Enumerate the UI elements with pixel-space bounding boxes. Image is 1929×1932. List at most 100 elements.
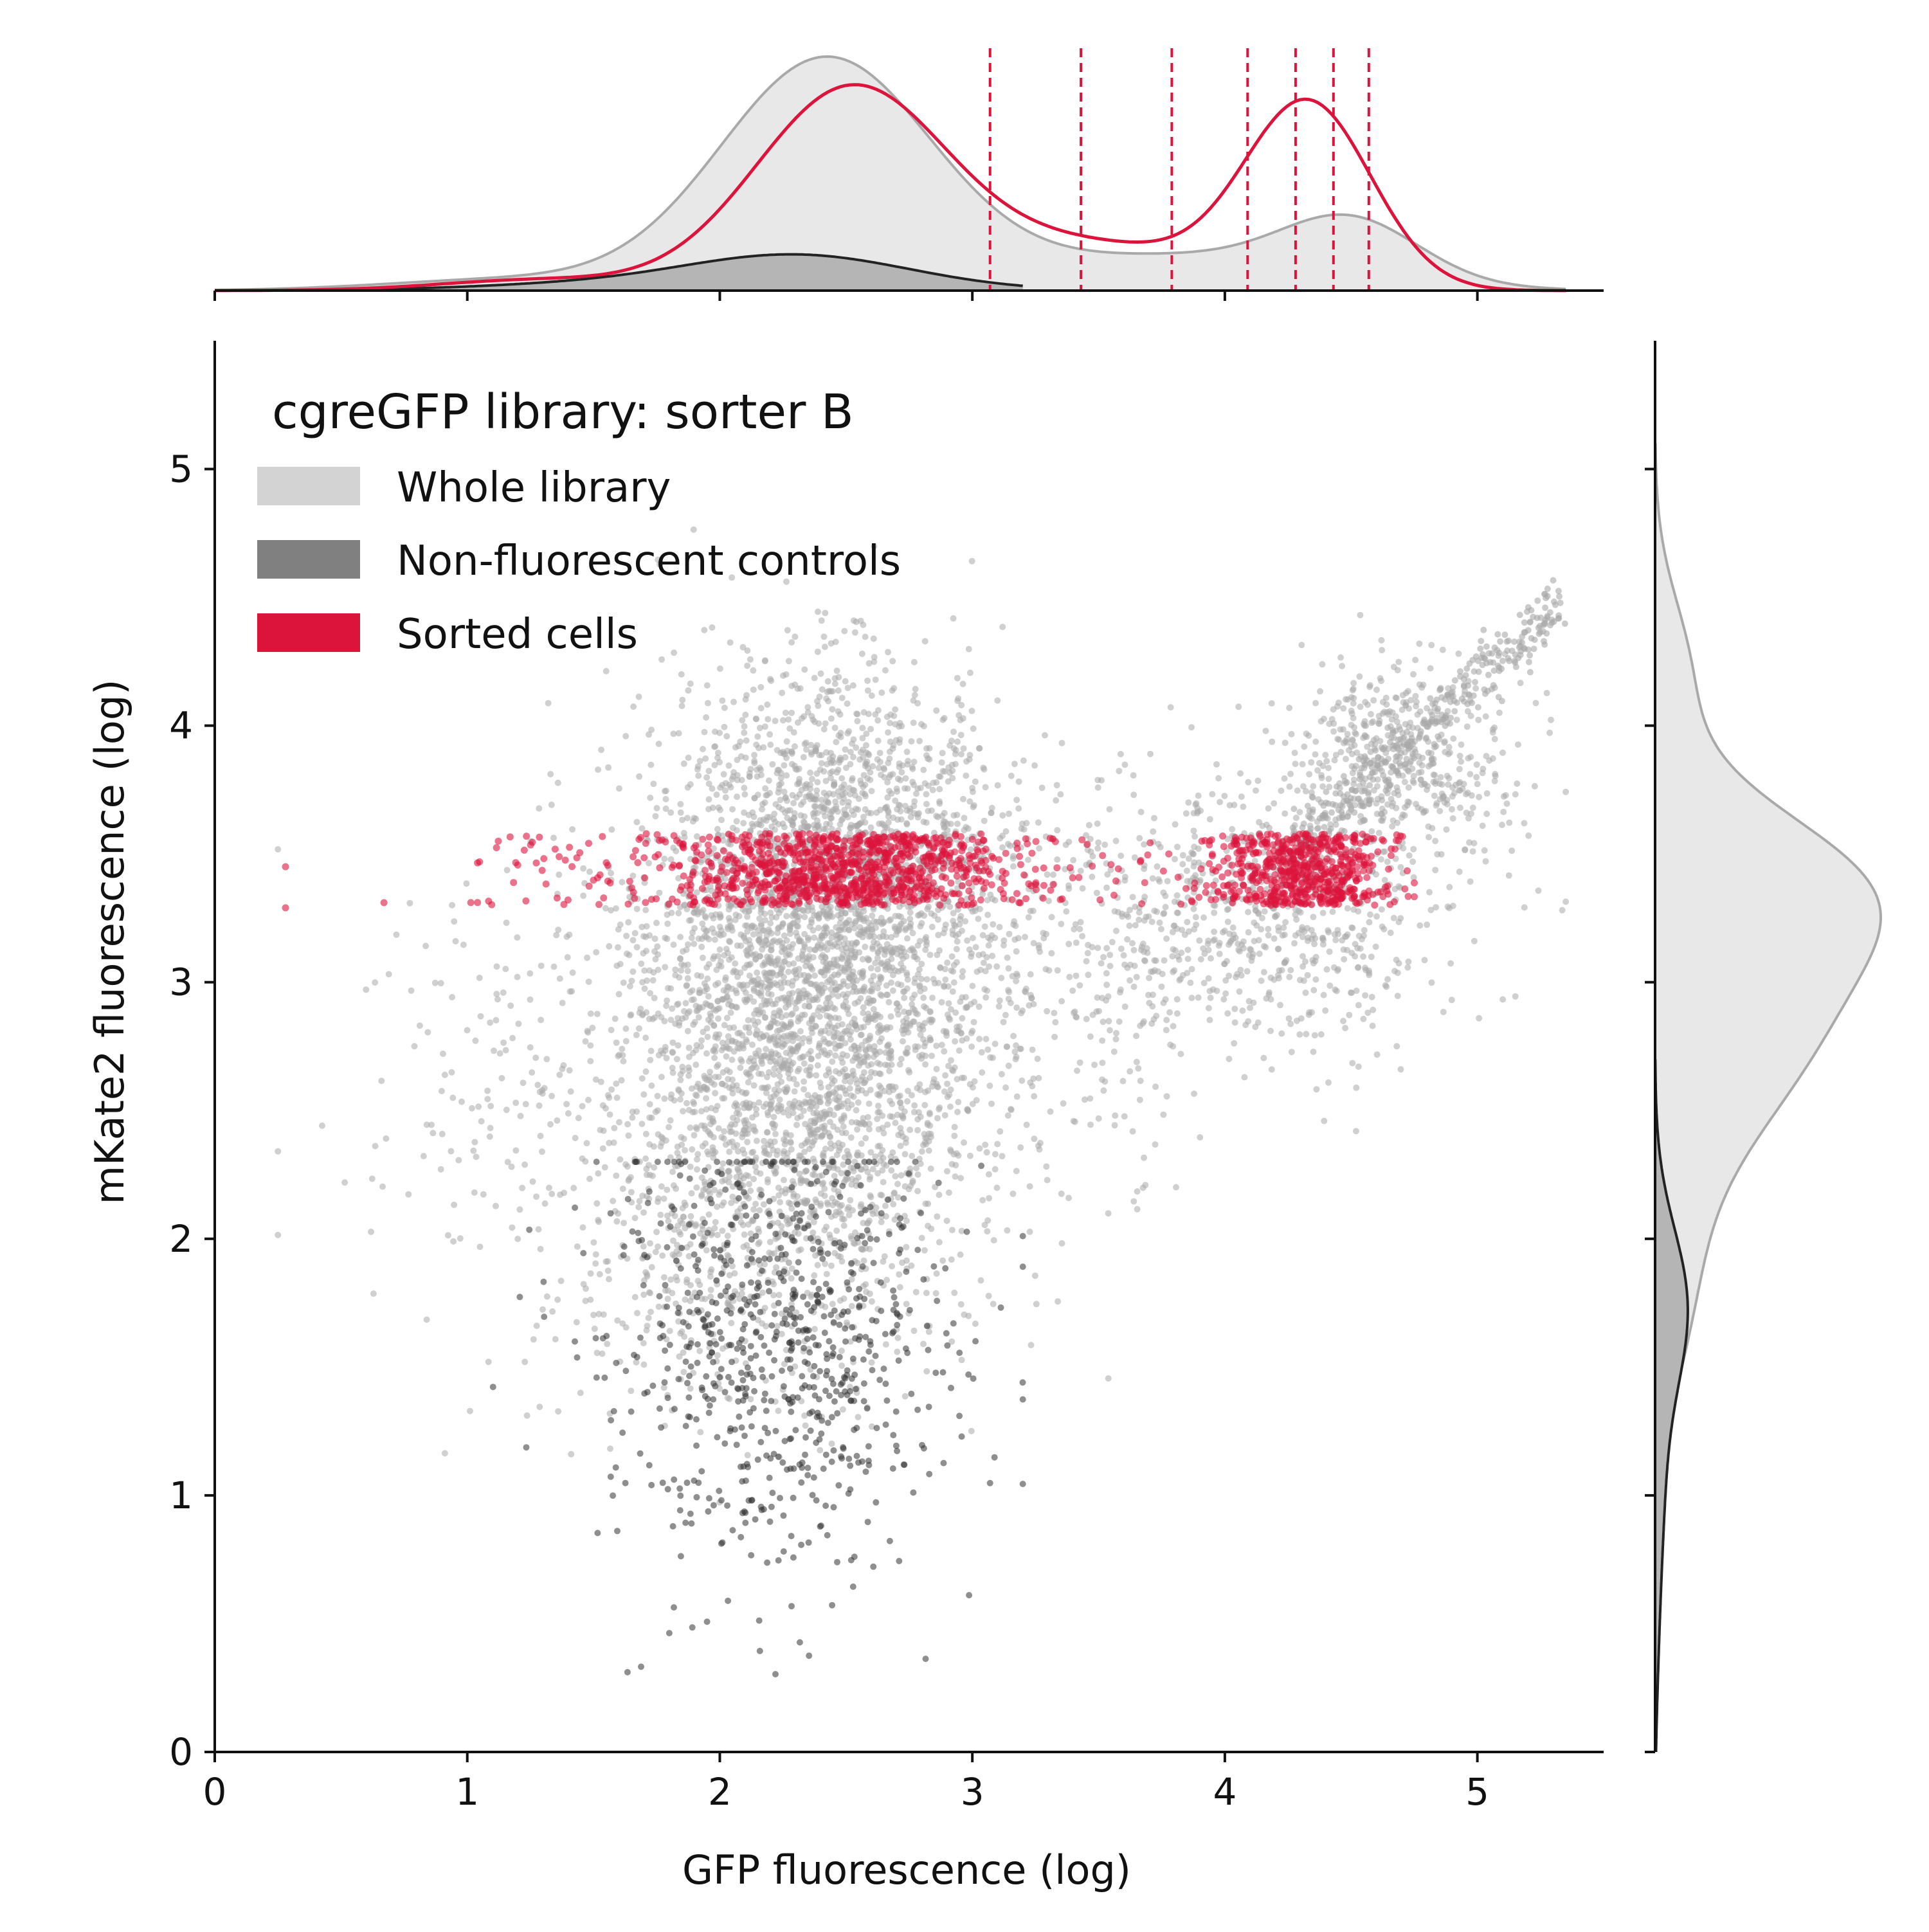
library-point: [1017, 1144, 1024, 1151]
library-point: [608, 826, 615, 833]
library-point: [616, 991, 622, 997]
library-point: [741, 933, 747, 939]
library-point: [910, 719, 917, 726]
library-point: [1207, 816, 1213, 822]
library-point: [863, 1288, 869, 1295]
library-point: [1130, 894, 1136, 900]
library-point: [793, 930, 799, 936]
library-point: [670, 1238, 676, 1244]
library-point: [928, 1166, 934, 1172]
library-point: [743, 696, 749, 703]
library-point: [912, 692, 918, 698]
library-point: [923, 801, 930, 808]
library-point: [900, 989, 907, 995]
library-point: [774, 770, 781, 777]
library-point: [954, 1027, 960, 1034]
library-point: [734, 827, 740, 834]
library-point: [643, 1009, 649, 1016]
library-point: [909, 766, 916, 772]
library-point: [838, 1211, 844, 1217]
library-point: [900, 763, 906, 769]
library-point: [797, 971, 804, 978]
library-point: [696, 935, 702, 942]
library-point: [858, 1121, 864, 1127]
library-point: [1404, 964, 1411, 971]
library-point: [950, 910, 957, 916]
library-point: [781, 1033, 788, 1040]
library-point: [905, 758, 911, 764]
library-point: [863, 1047, 869, 1054]
library-point: [947, 1103, 954, 1110]
library-point: [841, 628, 847, 635]
library-point: [918, 1056, 925, 1062]
library-point: [894, 928, 901, 935]
library-point: [1174, 996, 1181, 1002]
library-point: [1396, 960, 1402, 966]
library-point: [941, 768, 948, 775]
library-point: [897, 923, 903, 929]
library-point: [889, 1114, 896, 1120]
library-point: [751, 752, 757, 758]
library-point: [593, 1251, 599, 1258]
library-point: [1320, 941, 1327, 948]
library-point: [1032, 1272, 1038, 1279]
library-point: [724, 1015, 730, 1021]
library-point: [1182, 932, 1188, 938]
library-point: [677, 801, 684, 808]
library-point: [758, 1003, 765, 1009]
library-point: [944, 1168, 950, 1175]
library-point: [790, 990, 796, 997]
library-point: [687, 680, 694, 687]
library-point: [715, 1015, 721, 1022]
library-point: [1206, 975, 1212, 982]
library-point: [912, 1043, 918, 1050]
library-point: [650, 977, 657, 984]
library-point: [1103, 885, 1110, 891]
library-point: [1191, 906, 1197, 912]
library-point: [861, 988, 867, 995]
library-point: [992, 1166, 999, 1173]
library-point: [1506, 872, 1512, 879]
library-point: [1116, 1018, 1123, 1025]
library-point: [931, 1076, 937, 1083]
library-point: [853, 1052, 860, 1058]
library-point: [828, 688, 834, 694]
library-point: [875, 1103, 882, 1109]
library-point: [629, 1114, 636, 1121]
library-point: [955, 1099, 961, 1105]
library-point: [903, 1258, 910, 1264]
library-point: [883, 804, 889, 811]
library-point: [547, 771, 554, 777]
library-point: [1025, 856, 1031, 863]
library-point: [766, 926, 772, 933]
library-point: [504, 867, 511, 873]
library-point: [714, 1352, 721, 1359]
library-point: [946, 1189, 952, 1196]
library-point: [907, 909, 914, 916]
library-point: [856, 924, 863, 930]
library-point: [952, 1124, 958, 1130]
library-point: [556, 1072, 563, 1078]
library-point: [661, 1096, 667, 1102]
library-point: [662, 935, 668, 941]
library-point: [640, 1292, 647, 1298]
library-point: [1277, 1002, 1283, 1008]
library-point: [639, 826, 646, 832]
library-point: [712, 982, 719, 988]
library-point: [839, 1258, 846, 1265]
library-point: [759, 801, 766, 808]
library-point: [853, 939, 860, 946]
library-point: [1256, 951, 1263, 957]
library-point: [1300, 953, 1306, 959]
library-point: [829, 929, 835, 935]
library-point: [659, 1252, 666, 1259]
library-point: [819, 686, 826, 692]
library-point: [672, 1213, 678, 1219]
library-point: [1252, 1024, 1258, 1030]
library-point: [854, 1126, 860, 1133]
library-point: [1184, 868, 1190, 874]
library-point: [962, 918, 968, 925]
library-point: [971, 1019, 977, 1025]
library-point: [909, 1092, 915, 1099]
library-point: [1265, 926, 1271, 932]
